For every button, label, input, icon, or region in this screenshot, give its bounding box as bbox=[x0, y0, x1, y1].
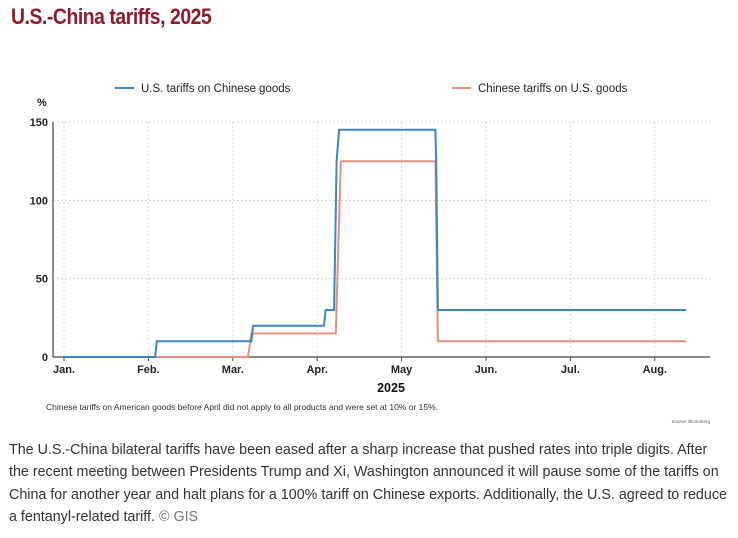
x-axis-label: 2025 bbox=[377, 381, 405, 395]
chart-footnote: Chinese tariffs on American goods before… bbox=[46, 402, 439, 412]
x-tick-label: Jun. bbox=[475, 364, 498, 376]
y-axis-label: % bbox=[37, 97, 47, 109]
legend: U.S. tariffs on Chinese goods Chinese tar… bbox=[115, 83, 628, 95]
series-lines bbox=[64, 128, 686, 358]
x-tick-label: Feb. bbox=[137, 364, 160, 376]
axes: 0 50 100 150 Jan. Feb. Mar. Apr. May Jun. Jul. Aug.… bbox=[30, 97, 710, 395]
x-tick-label: Mar. bbox=[222, 364, 244, 376]
x-tick-label: Jan. bbox=[53, 364, 75, 376]
x-tick-label: Apr. bbox=[306, 364, 327, 376]
y-tick-label: 50 bbox=[36, 274, 48, 286]
grid bbox=[53, 121, 710, 357]
image-caption: The U.S.-China bilateral tariffs have be… bbox=[9, 439, 731, 528]
page-title: U.S.-China tariffs, 2025 bbox=[11, 4, 212, 29]
y-tick-label: 100 bbox=[30, 195, 48, 207]
caption-credit: © GIS bbox=[158, 508, 199, 525]
legend-label: U.S. tariffs on Chinese goods bbox=[141, 83, 291, 95]
chart-source: Source: Bloomberg bbox=[671, 419, 710, 424]
y-tick-label: 150 bbox=[30, 117, 48, 129]
x-tick-label: Aug. bbox=[643, 364, 667, 376]
series-line-us-tariffs bbox=[64, 128, 686, 358]
caption-text: The U.S.-China bilateral tariffs have be… bbox=[9, 442, 727, 525]
legend-label: Chinese tariffs on U.S. goods bbox=[478, 83, 628, 95]
x-tick-label: Jul. bbox=[561, 364, 580, 376]
y-tick-label: 0 bbox=[42, 352, 48, 364]
series-line-china-tariffs bbox=[64, 160, 686, 358]
tariff-line-chart: 0 50 100 150 Jan. Feb. Mar. Apr. May Jun. Jul. Aug.… bbox=[30, 83, 710, 395]
x-tick-label: May bbox=[391, 364, 413, 376]
